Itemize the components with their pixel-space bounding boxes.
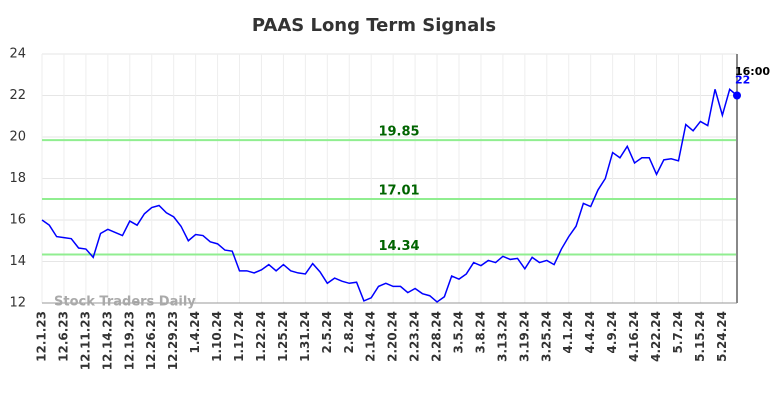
x-tick-label: 5.24.24 bbox=[715, 311, 729, 362]
y-tick-label: 12 bbox=[9, 296, 26, 311]
x-tick-label: 12.11.23 bbox=[78, 311, 92, 370]
x-tick-label: 3.19.24 bbox=[517, 311, 531, 362]
x-tick-label: 2.28.24 bbox=[430, 311, 444, 362]
x-tick-label: 3.25.24 bbox=[539, 311, 553, 362]
x-tick-label: 12.14.23 bbox=[100, 311, 114, 370]
last-value-label: 22 bbox=[735, 74, 750, 87]
x-tick-label: 2.23.24 bbox=[408, 311, 422, 362]
x-tick-label: 4.4.24 bbox=[583, 311, 597, 354]
end-time-label: 16:00 bbox=[735, 65, 770, 78]
y-tick-label: 14 bbox=[9, 254, 26, 269]
x-tick-label: 2.14.24 bbox=[364, 311, 378, 362]
x-tick-label: 1.22.24 bbox=[254, 311, 268, 362]
x-tick-label: 3.13.24 bbox=[495, 311, 509, 362]
y-tick-label: 18 bbox=[9, 171, 26, 186]
watermark: Stock Traders Daily bbox=[54, 295, 196, 310]
x-tick-label: 1.25.24 bbox=[276, 311, 290, 362]
x-tick-label: 5.7.24 bbox=[671, 311, 685, 354]
x-tick-label: 3.8.24 bbox=[473, 311, 487, 354]
x-tick-label: 3.5.24 bbox=[452, 311, 466, 354]
x-tick-label: 1.10.24 bbox=[210, 311, 224, 362]
x-tick-label: 1.31.24 bbox=[298, 311, 312, 362]
x-tick-label: 4.9.24 bbox=[605, 311, 619, 354]
x-tick-label: 1.17.24 bbox=[232, 311, 246, 362]
x-tick-label: 5.15.24 bbox=[693, 311, 707, 362]
x-tick-label: 2.5.24 bbox=[320, 311, 334, 354]
y-tick-label: 22 bbox=[9, 88, 26, 103]
x-tick-label: 1.4.24 bbox=[188, 311, 202, 354]
x-tick-label: 2.8.24 bbox=[342, 311, 356, 354]
x-tick-label: 12.6.23 bbox=[56, 311, 70, 362]
x-tick-label: 4.22.24 bbox=[649, 311, 663, 362]
x-tick-label: 4.1.24 bbox=[561, 311, 575, 354]
x-tick-label: 12.1.23 bbox=[35, 311, 49, 362]
price-line bbox=[41, 87, 738, 303]
chart-title: PAAS Long Term Signals bbox=[252, 15, 496, 36]
signal-label: 19.85 bbox=[378, 125, 419, 140]
x-tick-label: 12.19.23 bbox=[122, 311, 136, 370]
signal-label: 14.34 bbox=[378, 239, 419, 254]
y-tick-label: 24 bbox=[9, 47, 26, 62]
y-tick-label: 16 bbox=[9, 213, 26, 228]
last-point bbox=[733, 91, 741, 100]
x-tick-label: 2.20.24 bbox=[386, 311, 400, 362]
signal-label: 17.01 bbox=[378, 184, 419, 199]
x-tick-label: 4.16.24 bbox=[627, 311, 641, 362]
y-tick-label: 20 bbox=[9, 130, 26, 145]
x-tick-label: 12.26.23 bbox=[144, 311, 158, 370]
x-tick-label: 12.29.23 bbox=[166, 311, 180, 370]
